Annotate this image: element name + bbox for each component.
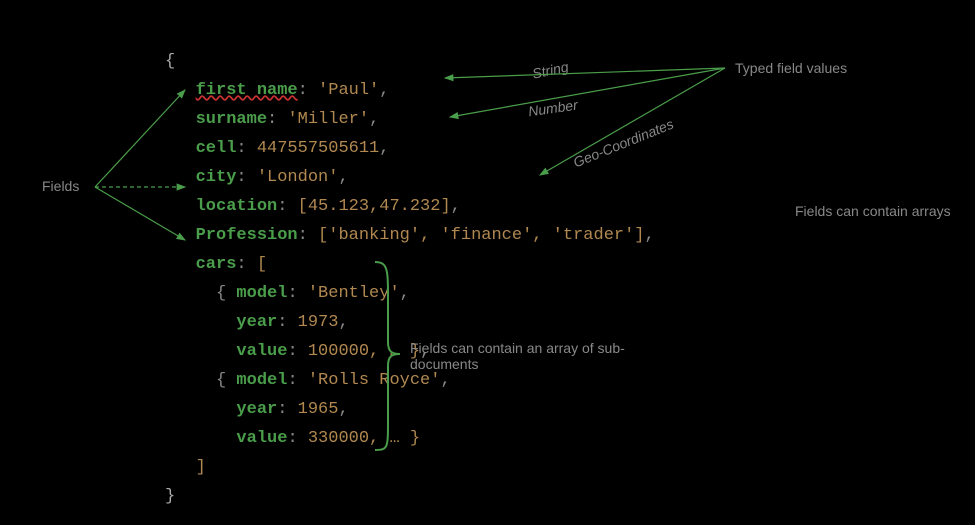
cars-open: [: [257, 255, 267, 274]
city-val: 'London': [257, 168, 339, 187]
surname-key: surname: [196, 110, 267, 129]
close-brace: }: [165, 487, 175, 506]
cell-key: cell: [196, 139, 237, 158]
subdocs-label: Fields can contain an array of sub-docum…: [410, 340, 640, 372]
location-key: location: [196, 197, 278, 216]
profession-val: ['banking', 'finance', 'trader']: [318, 226, 644, 245]
surname-val: 'Miller': [287, 110, 369, 129]
cars-close: ]: [196, 458, 206, 477]
car2-value-val: 330000, … }: [308, 429, 420, 448]
car2-model-val: 'Rolls Royce': [308, 371, 441, 390]
car2-year-val: 1965: [298, 400, 339, 419]
cell-val: 447557505611: [257, 139, 379, 158]
open-brace: {: [165, 52, 175, 71]
fields-label: Fields: [42, 178, 79, 194]
car2-value-key: value: [236, 429, 287, 448]
arrays-label: Fields can contain arrays: [795, 203, 955, 219]
car2-model-key: model: [236, 371, 287, 390]
first-name-val: 'Paul': [318, 81, 379, 100]
car1-model-val: 'Bentley': [308, 284, 400, 303]
typed-label: Typed field values: [735, 60, 847, 76]
first-name-key: first name: [196, 81, 298, 100]
profession-key: Profession: [196, 226, 298, 245]
car1-year-val: 1973: [298, 313, 339, 332]
car1-value-key: value: [236, 342, 287, 361]
location-val: [45.123,47.232]: [298, 197, 451, 216]
code-block: { first name: 'Paul', surname: 'Miller',…: [165, 18, 655, 511]
car2-year-key: year: [236, 400, 277, 419]
car1-value-val: 100000, … }: [308, 342, 420, 361]
city-key: city: [196, 168, 237, 187]
car1-model-key: model: [236, 284, 287, 303]
car1-year-key: year: [236, 313, 277, 332]
cars-key: cars: [196, 255, 237, 274]
